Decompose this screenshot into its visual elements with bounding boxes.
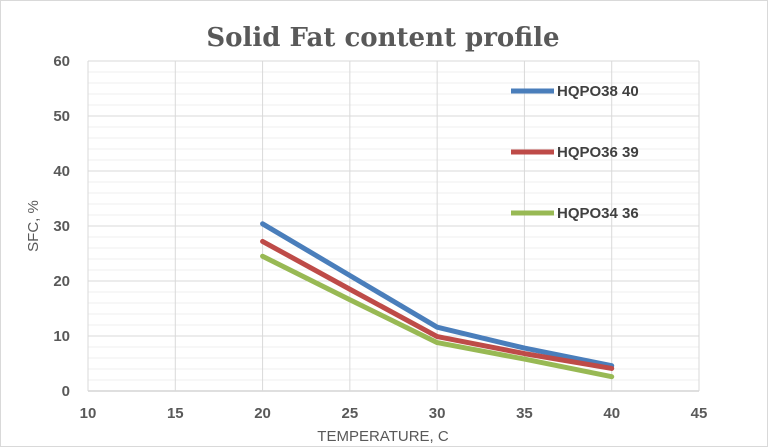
x-axis-label: TEMPERATURE, C — [317, 428, 449, 445]
series-lines — [260, 221, 615, 380]
y-tick-label: 40 — [53, 163, 70, 180]
series-line — [260, 253, 615, 380]
y-tick-label: 20 — [53, 273, 70, 290]
series-line — [260, 238, 615, 371]
legend-entry: HQPO34 36 — [557, 205, 639, 222]
y-tick-label: 0 — [62, 383, 70, 400]
y-tick-label: 10 — [53, 328, 70, 345]
x-tick-label: 40 — [603, 405, 620, 422]
x-axis-ticks: 10 15 20 25 30 35 40 45 — [80, 405, 708, 422]
y-tick-label: 50 — [53, 108, 70, 125]
x-tick-label: 20 — [254, 405, 271, 422]
x-tick-label: 45 — [691, 405, 708, 422]
x-tick-label: 30 — [429, 405, 446, 422]
x-tick-label: 10 — [80, 405, 97, 422]
legend: HQPO38 40 HQPO36 39 HQPO34 36 — [511, 83, 639, 222]
y-axis-ticks: 0 10 20 30 40 50 60 — [53, 53, 70, 400]
series-line — [260, 221, 615, 369]
chart-title: Solid Fat content profile — [206, 23, 559, 53]
x-tick-label: 15 — [167, 405, 184, 422]
x-tick-label: 25 — [342, 405, 359, 422]
y-tick-label: 60 — [53, 53, 70, 70]
y-axis-label: SFC, % — [25, 200, 42, 252]
legend-entry: HQPO38 40 — [557, 83, 639, 100]
x-tick-label: 35 — [516, 405, 533, 422]
minor-gridlines — [88, 71, 699, 381]
major-gridlines — [87, 60, 700, 392]
y-tick-label: 30 — [53, 218, 70, 235]
legend-entry: HQPO36 39 — [557, 144, 639, 161]
